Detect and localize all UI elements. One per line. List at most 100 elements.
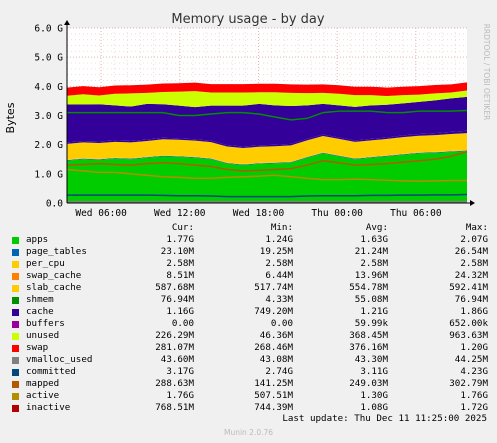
legend-cur: 43.60M	[160, 354, 194, 365]
area-swap	[67, 82, 467, 97]
legend-swatch	[12, 261, 19, 268]
area-page-tables	[67, 150, 467, 166]
x-tick-label: Thu 06:00	[390, 208, 442, 219]
y-tick-label: 2.0 G	[34, 140, 63, 151]
legend-name: cache	[26, 306, 54, 317]
legend-max: 2.58M	[460, 258, 488, 269]
area-cache	[67, 96, 467, 147]
legend-row: inactive 768.51M 744.39M 1.08G 1.72G	[0, 402, 497, 414]
legend-cur: 8.51M	[166, 270, 194, 281]
legend-max: 26.54M	[454, 246, 488, 257]
legend-swatch	[12, 273, 19, 280]
legend-cur: 1.16G	[166, 306, 194, 317]
legend-row: cache 1.16G 749.20M 1.21G 1.86G	[0, 306, 497, 318]
legend-cur: 226.29M	[155, 330, 194, 341]
legend-swatch	[12, 333, 19, 340]
legend-name: buffers	[26, 318, 65, 329]
x-tick-label: Thu 00:00	[311, 208, 363, 219]
legend-min: 43.08M	[259, 354, 293, 365]
legend-max: 1.76G	[460, 390, 488, 401]
legend-name: swap_cache	[26, 270, 82, 281]
legend-row: page_tables 23.10M 19.25M 21.24M 26.54M	[0, 246, 497, 258]
legend-avg: 1.21G	[360, 306, 388, 317]
legend-cur: 0.00	[171, 318, 194, 329]
line-active	[66, 150, 468, 172]
legend-name: vmalloc_used	[26, 354, 93, 365]
legend-min: 46.36M	[259, 330, 293, 341]
legend-max: 24.32M	[454, 270, 488, 281]
legend-avg: 3.11G	[360, 366, 388, 377]
legend-cur: 2.58M	[166, 258, 194, 269]
legend-swatch	[12, 237, 19, 244]
legend-name: unused	[26, 330, 60, 341]
legend-min: 141.25M	[254, 378, 293, 389]
legend-row: swap_cache 8.51M 6.44M 13.96M 24.32M	[0, 270, 497, 282]
rrdtool-watermark: RRDTOOL / TOBI OETIKER	[482, 24, 491, 121]
legend-min: 744.39M	[254, 402, 293, 413]
legend-max: 302.79M	[449, 378, 488, 389]
legend-row: mapped 288.63M 141.25M 249.03M 302.79M	[0, 378, 497, 390]
legend-row: vmalloc_used 43.60M 43.08M 43.30M 44.25M	[0, 354, 497, 366]
legend-name: inactive	[26, 402, 71, 413]
y-tick-label: 6.0 G	[34, 24, 63, 35]
legend-swatch	[12, 357, 19, 364]
y-tick-label: 4.0 G	[34, 82, 63, 93]
header-min: Min:	[270, 222, 293, 233]
legend-cur: 1.77G	[166, 234, 194, 245]
legend-swatch	[12, 249, 19, 256]
legend-max: 592.41M	[449, 282, 488, 293]
legend-cur: 281.07M	[155, 342, 194, 353]
y-tick-label: 3.0 G	[34, 111, 63, 122]
legend-max: 1.20G	[460, 342, 488, 353]
legend-row: buffers 0.00 0.00 59.99k 652.00k	[0, 318, 497, 330]
legend-cur: 768.51M	[155, 402, 194, 413]
legend-row: per_cpu 2.58M 2.58M 2.58M 2.58M	[0, 258, 497, 270]
legend-cur: 76.94M	[160, 294, 194, 305]
legend-cur: 587.68M	[155, 282, 194, 293]
y-axis-label: Bytes	[4, 102, 17, 133]
legend-cur: 288.63M	[155, 378, 194, 389]
chart-title: Memory usage - by day	[171, 12, 324, 27]
legend-min: 507.51M	[254, 390, 293, 401]
legend-avg: 13.96M	[354, 270, 388, 281]
legend-row: active 1.76G 507.51M 1.30G 1.76G	[0, 390, 497, 402]
legend-name: apps	[26, 234, 49, 245]
legend-name: mapped	[26, 378, 60, 389]
legend-avg: 1.63G	[360, 234, 388, 245]
header-avg: Avg:	[365, 222, 388, 233]
legend-swatch	[12, 297, 19, 304]
legend-swatch	[12, 345, 19, 352]
legend-min: 2.58M	[265, 258, 293, 269]
line-inactive	[66, 168, 467, 182]
legend-min: 1.24G	[265, 234, 293, 245]
legend-avg: 249.03M	[349, 378, 388, 389]
legend-min: 2.74G	[265, 366, 293, 377]
legend-min: 6.44M	[265, 270, 293, 281]
legend-min: 268.46M	[254, 342, 293, 353]
legend-swatch	[12, 285, 19, 292]
legend-max: 1.72G	[460, 402, 488, 413]
x-tick-label: Wed 06:00	[75, 208, 127, 219]
legend-row: committed 3.17G 2.74G 3.11G 4.23G	[0, 366, 497, 378]
legend-avg: 554.78M	[349, 282, 388, 293]
y-tick-label: 5.0 G	[34, 53, 63, 64]
legend-name: shmem	[26, 294, 54, 305]
legend-avg: 21.24M	[354, 246, 388, 257]
legend-max: 76.94M	[454, 294, 488, 305]
legend-avg: 43.30M	[354, 354, 388, 365]
legend-cur: 3.17G	[166, 366, 194, 377]
legend-name: committed	[26, 366, 76, 377]
munin-version: Munin 2.0.76	[223, 428, 274, 437]
x-tick-label: Wed 12:00	[154, 208, 206, 219]
y-tick-label: 1.0 G	[34, 169, 63, 180]
legend-cur: 1.76G	[166, 390, 194, 401]
legend-swatch	[12, 309, 19, 316]
legend-row: slab_cache 587.68M 517.74M 554.78M 592.41M	[0, 282, 497, 294]
legend-name: page_tables	[26, 246, 87, 257]
legend-cur: 23.10M	[160, 246, 194, 257]
y-axis-arrow	[64, 20, 70, 25]
area-slab-cache	[67, 133, 467, 164]
legend-name: per_cpu	[26, 258, 65, 269]
legend-min: 749.20M	[254, 306, 293, 317]
